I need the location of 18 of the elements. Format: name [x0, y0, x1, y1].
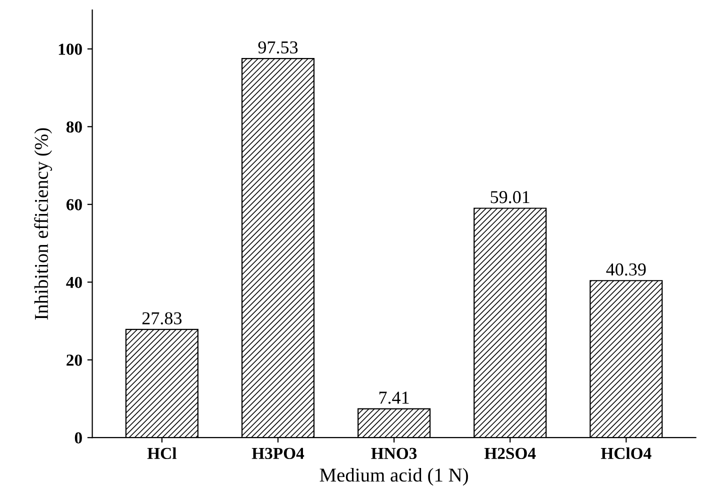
y-tick-label: 60 [66, 199, 82, 210]
data-label: 59.01 [490, 191, 530, 204]
x-tick-label: H3PO4 [252, 448, 304, 460]
x-tick-label: HCl [147, 447, 176, 460]
y-tick-label: 40 [66, 276, 82, 288]
data-label: 7.41 [379, 392, 409, 404]
data-label: 97.53 [258, 41, 298, 54]
x-tick-label: HNO3 [371, 448, 417, 460]
x-axis-title: Medium acid (1 N) [320, 468, 468, 486]
x-tick-label: H2SO4 [484, 448, 536, 460]
data-label: 27.83 [142, 312, 182, 324]
x-tick-label: HClO4 [600, 447, 652, 460]
y-tick-label: 20 [66, 354, 82, 366]
data-label: 40.39 [606, 263, 646, 276]
y-tick-label: 80 [66, 121, 82, 133]
y-axis-title: Inhibition efficiency (%) [34, 128, 52, 320]
y-tick-label: 0 [74, 432, 82, 444]
y-tick-label: 100 [58, 44, 82, 55]
